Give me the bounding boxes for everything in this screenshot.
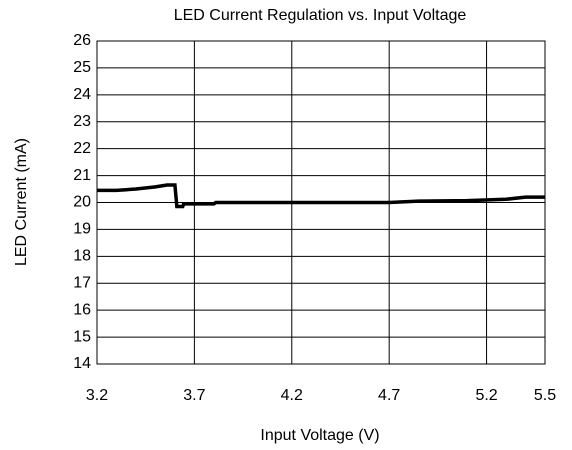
y-tick-label: 16 bbox=[73, 301, 91, 318]
x-tick-label: 5.2 bbox=[475, 387, 497, 404]
y-tick-label: 25 bbox=[73, 59, 91, 76]
y-tick-label: 26 bbox=[73, 32, 91, 49]
chart-title: LED Current Regulation vs. Input Voltage bbox=[174, 7, 467, 24]
y-tick-label: 14 bbox=[73, 355, 91, 372]
y-tick-label: 24 bbox=[73, 86, 91, 103]
x-tick-label: 4.7 bbox=[378, 387, 400, 404]
data-line bbox=[97, 183, 545, 209]
y-tick-label: 19 bbox=[73, 221, 91, 238]
y-tick-label: 22 bbox=[73, 140, 91, 157]
x-tick-label: 3.2 bbox=[86, 387, 108, 404]
y-tick-label: 20 bbox=[73, 194, 91, 211]
x-axis-label: Input Voltage (V) bbox=[260, 427, 379, 444]
x-tick-label: 3.7 bbox=[183, 387, 205, 404]
y-tick-label: 18 bbox=[73, 248, 91, 265]
y-tick-label: 15 bbox=[73, 328, 91, 345]
y-tick-label: 21 bbox=[73, 167, 91, 184]
x-tick-label: 5.5 bbox=[534, 387, 556, 404]
x-tick-label: 4.2 bbox=[281, 387, 303, 404]
y-axis-label: LED Current (mA) bbox=[13, 138, 30, 266]
y-tick-label: 17 bbox=[73, 274, 91, 291]
y-tick-label: 23 bbox=[73, 113, 91, 130]
